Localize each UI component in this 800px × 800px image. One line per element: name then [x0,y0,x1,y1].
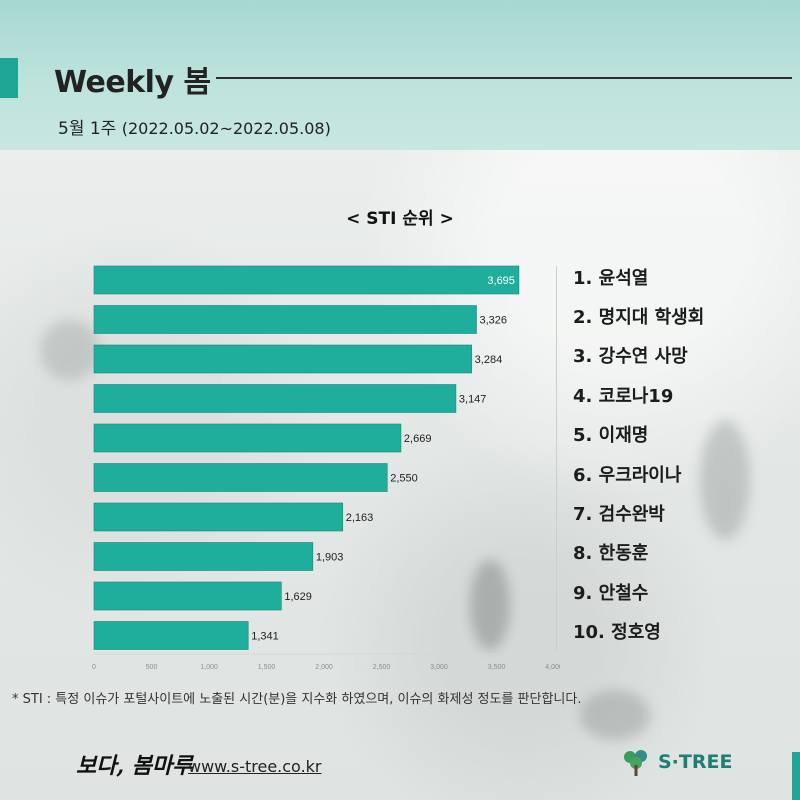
header-band [0,0,800,150]
title-underline [216,77,792,79]
bar-value-label: 3,147 [459,394,487,406]
bar-value-label: 1,629 [284,591,312,603]
x-tick-label: 500 [146,664,158,671]
week-label: 5월 1주 (2022.05.02~2022.05.08) [58,114,331,139]
bar [93,344,472,374]
bar [93,581,282,611]
ranking-item: 4. 코로나19 [573,386,674,407]
bar [93,502,344,532]
bar [93,463,388,492]
x-tick-label: 4,000 [545,664,560,671]
bar [93,621,249,650]
x-tick-label: 3,500 [488,664,506,671]
x-tick-label: 1,500 [258,664,276,671]
chart-title: < STI 순위 > [346,209,454,229]
bar [93,305,477,334]
background-figure [40,320,100,380]
brand-signature: 보다, 봄마루 [76,753,193,779]
stree-logo: S·TREE [620,746,732,778]
page-title: Weekly 봄 [54,65,211,100]
bar-value-label: 2,550 [390,473,418,485]
bar-value-label: 2,669 [404,433,432,445]
bar [93,423,402,453]
website-link[interactable]: www.s-tree.co.kr [188,757,322,776]
bar-value-label: 3,695 [487,275,515,287]
background-figure [700,420,750,540]
bar [93,265,520,295]
x-tick-label: 3,000 [430,664,448,671]
bar [93,384,457,413]
ranking-item: 1. 윤석열 [573,268,649,289]
ranking-item: 7. 검수완박 [573,504,665,525]
accent-bar-right [792,752,800,800]
bar-value-label: 1,341 [251,631,279,643]
tree-icon [624,750,647,776]
accent-bar-left [0,58,18,98]
sti-bar-chart: 3,695 3,326 3,284 3,147 2,669 2,550 2,163 1,903… [92,265,560,671]
logo-text: S·TREE [658,751,733,773]
ranking-item: 8. 한동훈 [573,543,649,564]
week-text: 5월 1주 [58,119,117,139]
bar-value-label: 2,163 [346,512,374,524]
ranking-item: 9. 안철수 [573,583,649,604]
bar-value-label: 3,326 [479,315,507,327]
bar-value-label: 1,903 [316,552,344,564]
date-range: (2022.05.02~2022.05.08) [121,119,331,138]
bar [93,542,314,571]
background-figure [470,560,510,650]
ranking-item: 10. 정호영 [573,622,661,643]
x-tick-label: 0 [92,664,96,671]
x-tick-label: 2,000 [315,664,333,671]
ranking-item: 6. 우크라이나 [573,465,682,486]
ranking-item: 3. 강수연 사망 [573,346,688,367]
x-tick-label: 2,500 [373,664,391,671]
background-figure [580,690,650,740]
footnote: * STI : 특정 이슈가 포털사이트에 노출된 시간(분)을 지수화 하였으… [12,692,582,707]
ranking-item: 2. 명지대 학생회 [573,307,705,328]
ranking-item: 5. 이재명 [573,425,649,446]
x-tick-label: 1,000 [200,664,218,671]
chart-divider [556,266,557,652]
bar-value-label: 3,284 [475,354,503,366]
